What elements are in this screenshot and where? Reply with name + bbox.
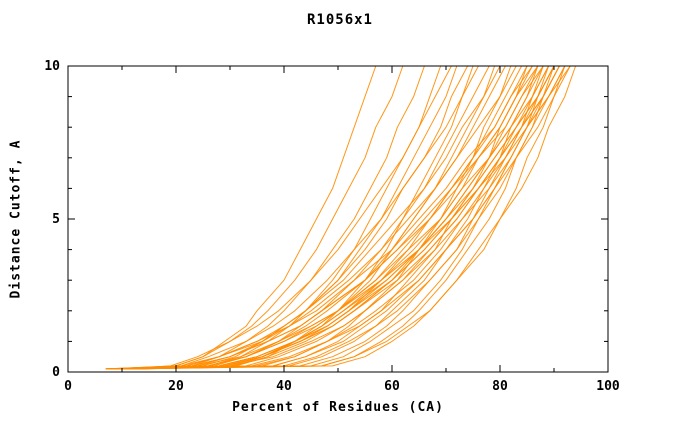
data-curve (138, 65, 469, 370)
x-axis-label: Percent of Residues (CA) (232, 400, 444, 415)
data-curve (116, 65, 566, 370)
data-curve (121, 65, 442, 370)
data-curve (127, 65, 571, 370)
data-curve (105, 65, 550, 370)
y-tick-label: 5 (52, 212, 60, 227)
data-curve (111, 65, 479, 370)
x-tick-label: 0 (64, 379, 72, 394)
x-tick-label: 40 (276, 379, 292, 394)
y-axis-label: Distance Cutoff, A (8, 139, 24, 299)
data-curve (111, 65, 404, 370)
data-curve (111, 65, 539, 370)
chart-title: R1056x1 (306, 12, 373, 28)
x-tick-label: 80 (492, 379, 508, 394)
data-curve (111, 65, 566, 370)
data-curve (127, 65, 533, 370)
x-tick-label: 100 (596, 379, 620, 394)
data-curve (121, 65, 555, 370)
data-curve (127, 65, 501, 370)
data-curve (132, 65, 560, 370)
data-curve (127, 65, 452, 370)
y-tick-label: 0 (52, 365, 60, 380)
data-curve (127, 65, 544, 370)
data-curve (105, 65, 377, 370)
data-curve (105, 65, 474, 370)
data-curve (132, 65, 458, 370)
data-curve (138, 65, 539, 370)
data-curve (132, 65, 533, 370)
data-curve (116, 65, 555, 370)
x-tick-label: 60 (384, 379, 400, 394)
data-curve (121, 65, 566, 370)
data-curve (111, 65, 555, 370)
data-curve (116, 65, 490, 370)
data-curve (116, 65, 425, 370)
data-curve (132, 65, 571, 370)
data-curve (132, 65, 550, 370)
data-curve (138, 65, 577, 370)
y-tick-label: 10 (44, 59, 60, 74)
x-tick-label: 20 (168, 379, 184, 394)
data-curve (138, 65, 560, 370)
data-curve (132, 65, 506, 370)
data-curve (105, 65, 560, 370)
data-curve (138, 65, 550, 370)
